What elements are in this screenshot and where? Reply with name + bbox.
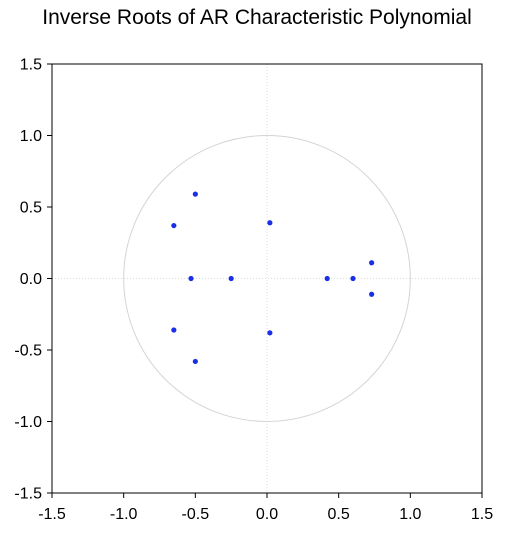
root-point [192,191,198,197]
chart-title: Inverse Roots of AR Characteristic Polyn… [42,6,472,29]
x-axis: -1.5 -1.0 -0.5 0.0 0.5 1.0 1.5 [38,493,493,523]
unit-circle [123,135,411,422]
y-tick-label: -0.5 [14,343,42,360]
root-point [171,327,177,333]
root-point [171,222,177,229]
plot-frame [51,63,483,494]
grid-layer [52,64,482,493]
x-tick-label: 0.0 [256,506,278,523]
y-tick-label: -1.5 [14,486,42,503]
points-layer [171,191,375,365]
x-tick-label: -1.0 [110,506,138,523]
y-tick-label: 1.5 [20,57,42,74]
x-tick-label: 0.5 [328,506,350,523]
x-tick-label: -0.5 [182,506,210,523]
root-point [267,330,273,336]
x-tick-label: 1.0 [399,506,421,523]
y-tick-label: 1.0 [20,128,42,145]
root-point [369,260,375,266]
y-tick-label: 0.0 [20,271,42,288]
root-point [192,358,198,365]
root-point [228,275,234,282]
root-point [324,275,330,282]
circle-layer [123,135,411,422]
root-point [267,220,273,226]
x-tick-label: -1.5 [38,506,66,523]
x-tick-label: 1.5 [471,506,493,523]
root-point [350,275,356,282]
y-tick-label: 0.5 [20,200,42,217]
y-tick-label: -1.0 [14,414,42,431]
y-axis: 1.5 1.0 0.5 0.0 -0.5 -1.0 -1.5 [14,57,52,503]
root-point [369,291,375,297]
root-point [188,275,194,282]
